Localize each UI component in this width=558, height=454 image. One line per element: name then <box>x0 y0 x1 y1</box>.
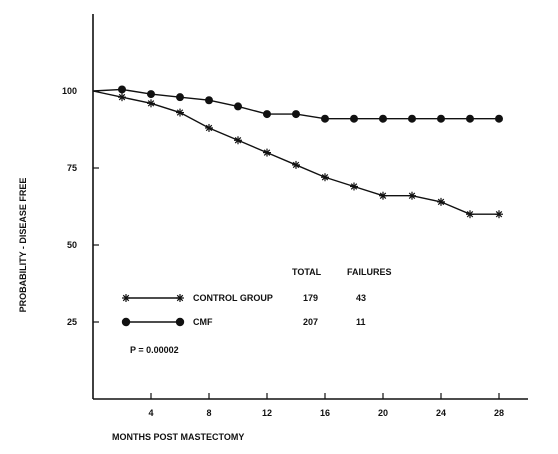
series-line <box>92 90 499 215</box>
legend: TOTAL FAILURES CONTROL GROUP 179 43 CMF … <box>121 267 392 355</box>
legend-header-total: TOTAL <box>292 267 322 277</box>
circle-marker <box>437 114 445 123</box>
axes <box>92 14 528 400</box>
legend-header-failures: FAILURES <box>347 267 392 277</box>
legend-entry-cmf: CMF 207 11 <box>121 317 366 327</box>
x-tick-label: 12 <box>262 408 272 418</box>
y-tick-label: 75 <box>67 163 77 173</box>
star-marker <box>176 294 184 302</box>
x-tick-label: 8 <box>206 408 211 418</box>
circle-marker <box>175 317 185 327</box>
x-tick-label: 24 <box>436 408 446 418</box>
star-marker <box>118 93 126 102</box>
y-tick-label: 50 <box>67 240 77 250</box>
x-tick-label: 4 <box>148 408 153 418</box>
star-marker <box>122 294 130 302</box>
x-axis-label: MONTHS POST MASTECTOMY <box>112 432 244 442</box>
star-marker <box>466 210 474 219</box>
star-marker <box>495 210 503 219</box>
star-marker <box>176 108 184 117</box>
star-marker <box>408 191 416 200</box>
circle-marker <box>234 102 242 111</box>
series-control <box>92 90 503 219</box>
ticks: 4 8 12 16 20 24 28 25 50 75 100 <box>62 86 504 418</box>
circle-marker <box>466 114 474 123</box>
x-tick-label: 28 <box>494 408 504 418</box>
star-marker <box>176 294 184 302</box>
circle-marker <box>176 93 184 102</box>
p-value-annotation: P = 0.00002 <box>130 345 179 355</box>
y-tick-label: 25 <box>67 317 77 327</box>
circle-marker <box>321 114 329 123</box>
circle-marker <box>118 85 126 94</box>
circle-marker <box>263 110 271 119</box>
circle-marker <box>495 114 503 123</box>
y-tick-label: 100 <box>62 86 77 96</box>
legend-control-total: 179 <box>303 293 318 303</box>
star-marker <box>437 197 445 206</box>
legend-control-label: CONTROL GROUP <box>193 293 273 303</box>
star-marker <box>321 173 329 182</box>
circle-marker <box>121 317 131 327</box>
circle-marker <box>292 110 300 119</box>
circle-marker <box>205 96 213 105</box>
series-cmf <box>92 85 503 123</box>
series-group <box>92 85 503 219</box>
legend-cmf-total: 207 <box>303 317 318 327</box>
star-marker <box>234 136 242 145</box>
star-marker <box>379 191 387 200</box>
legend-cmf-failures: 11 <box>356 317 366 327</box>
y-axis-label: PROBABILITY - DISEASE FREE <box>18 178 28 313</box>
legend-cmf-label: CMF <box>193 317 213 327</box>
circle-marker <box>379 114 387 123</box>
star-marker <box>205 123 213 132</box>
circle-marker <box>350 114 358 123</box>
star-marker <box>292 160 300 169</box>
legend-entry-control: CONTROL GROUP 179 43 <box>122 293 366 303</box>
circle-marker <box>147 90 155 99</box>
legend-control-failures: 43 <box>356 293 366 303</box>
star-marker <box>122 294 130 302</box>
star-marker <box>147 99 155 108</box>
circle-marker <box>408 114 416 123</box>
star-marker <box>263 148 271 157</box>
star-marker <box>350 182 358 191</box>
x-tick-label: 16 <box>320 408 330 418</box>
x-tick-label: 20 <box>378 408 388 418</box>
